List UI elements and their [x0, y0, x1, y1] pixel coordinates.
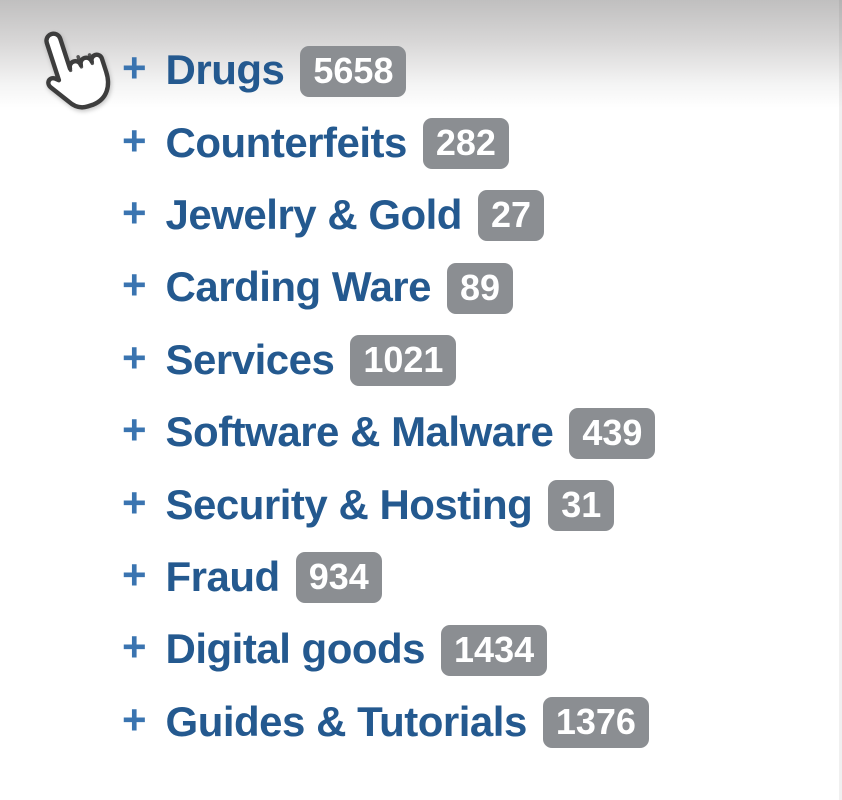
category-count-badge: 439 — [569, 407, 656, 459]
right-edge-shade — [839, 0, 842, 800]
category-link[interactable]: Security & Hosting — [165, 480, 533, 528]
expand-plus-icon[interactable]: + — [122, 623, 147, 671]
category-count-badge: 27 — [477, 190, 545, 242]
expand-plus-icon[interactable]: + — [122, 478, 147, 526]
category-count-badge: 1434 — [441, 624, 548, 676]
expand-plus-icon[interactable]: + — [122, 406, 147, 454]
category-row: + Services 1021 — [0, 324, 655, 396]
category-count-badge: 282 — [422, 118, 509, 170]
expand-plus-icon[interactable]: + — [122, 333, 147, 381]
category-count-badge: 1376 — [542, 697, 649, 749]
expand-plus-icon[interactable]: + — [122, 188, 147, 236]
category-link[interactable]: Services — [165, 335, 335, 383]
expand-plus-icon[interactable]: + — [122, 44, 147, 92]
category-row: + Security & Hosting 31 — [0, 468, 655, 540]
category-row: + Carding Ware 89 — [0, 251, 655, 323]
expand-plus-icon[interactable]: + — [122, 695, 147, 743]
category-link[interactable]: Software & Malware — [165, 408, 554, 456]
category-link[interactable]: Digital goods — [165, 625, 426, 673]
category-row: + Digital goods 1434 — [0, 613, 655, 685]
category-link[interactable]: Guides & Tutorials — [165, 697, 528, 745]
category-count-badge: 31 — [548, 480, 615, 532]
category-row: + Drugs 5658 — [0, 34, 655, 106]
top-fade-gradient — [0, 0, 842, 108]
category-link[interactable]: Fraud — [165, 552, 281, 600]
category-row: + Fraud 934 — [0, 541, 655, 613]
category-list: + Drugs 5658 + Counterfeits 282 + Jewelr… — [0, 34, 656, 758]
category-link[interactable]: Carding Ware — [165, 263, 432, 311]
expand-plus-icon[interactable]: + — [122, 116, 147, 164]
category-row: + Jewelry & Gold 27 — [0, 179, 655, 251]
expand-plus-icon[interactable]: + — [122, 550, 147, 598]
category-count-badge: 5658 — [300, 45, 407, 97]
category-row: + Counterfeits 282 — [0, 106, 655, 178]
category-link[interactable]: Counterfeits — [165, 118, 408, 166]
category-row: + Guides & Tutorials 1376 — [0, 686, 655, 758]
category-link[interactable]: Jewelry & Gold — [165, 190, 463, 238]
expand-plus-icon[interactable]: + — [122, 261, 147, 309]
category-link[interactable]: Drugs — [165, 46, 285, 94]
category-row: + Software & Malware 439 — [0, 396, 656, 468]
category-count-badge: 1021 — [350, 335, 457, 387]
category-count-badge: 934 — [295, 552, 382, 604]
category-count-badge: 89 — [447, 262, 514, 314]
